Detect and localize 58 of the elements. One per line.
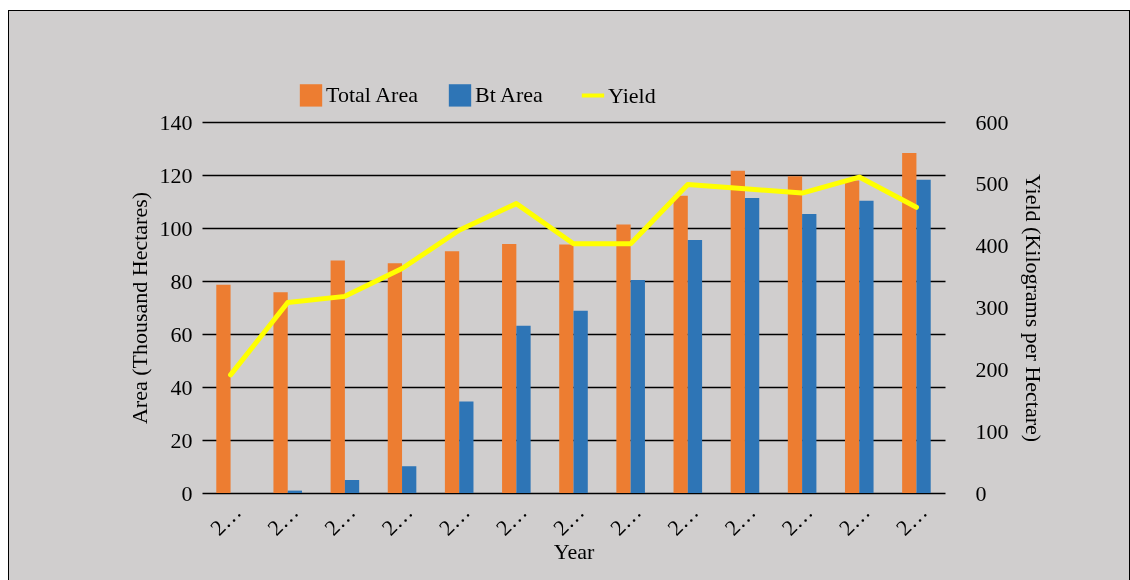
- x-tick-label: 2…: [262, 499, 304, 541]
- bar: [387, 263, 403, 493]
- bar: [559, 244, 574, 493]
- y-tick-label: 120: [159, 162, 193, 188]
- bar: [687, 239, 703, 493]
- bar: [859, 200, 874, 493]
- x-tick-label: 2…: [605, 499, 647, 541]
- x-tick-label: 2…: [776, 499, 818, 541]
- bar: [344, 480, 360, 493]
- x-tick-label: 2…: [205, 499, 247, 541]
- legend-label: Yield: [608, 82, 656, 108]
- bar: [330, 260, 345, 493]
- y-tick-label: 60: [170, 321, 193, 347]
- x-tick-label: 2…: [319, 499, 361, 541]
- y2-tick-label: 200: [975, 356, 1009, 382]
- y-tick-label: 40: [170, 374, 193, 400]
- y-tick-label: 0: [181, 480, 193, 506]
- x-tick-label: 2…: [833, 499, 875, 541]
- y-tick-label: 20: [170, 427, 193, 453]
- y2-tick-label: 400: [975, 233, 1009, 259]
- y2-tick-label: 100: [975, 418, 1009, 444]
- bar: [216, 284, 231, 493]
- legend-label: Total Area: [326, 82, 419, 108]
- y2-tick-label: 0: [975, 480, 987, 506]
- bar: [444, 251, 460, 493]
- y-tick-label: 80: [170, 268, 193, 294]
- x-tick-label: 2…: [433, 499, 475, 541]
- bar: [459, 401, 474, 493]
- bar: [902, 153, 917, 493]
- y-axis-title: Area (Thousand Hectares): [126, 191, 152, 425]
- x-tick-label: 2…: [376, 499, 418, 541]
- bar: [273, 292, 288, 493]
- bar: [802, 213, 817, 493]
- y-tick-label: 100: [159, 215, 193, 241]
- x-axis-title: Year: [553, 538, 595, 564]
- bar: [402, 466, 417, 493]
- legend-label: Bt Area: [475, 82, 544, 108]
- bar: [844, 180, 860, 493]
- bar: [630, 279, 645, 493]
- x-tick-label: 2…: [719, 499, 761, 541]
- x-tick-label: 2…: [490, 499, 532, 541]
- bar: [673, 195, 688, 493]
- bar: [916, 179, 931, 493]
- y2-tick-label: 300: [975, 295, 1009, 320]
- x-tick-label: 2…: [890, 499, 932, 541]
- bar: [787, 176, 803, 493]
- bar: [516, 325, 531, 493]
- bar: [744, 198, 760, 493]
- y2-tick-label: 500: [975, 171, 1009, 197]
- y2-axis-title: Yield (Kilograms per Hectare): [1020, 173, 1046, 443]
- bar: [502, 243, 517, 493]
- y-tick-label: 140: [159, 109, 193, 135]
- bar: [730, 170, 745, 493]
- bar: [616, 224, 631, 493]
- x-tick-label: 2…: [662, 499, 704, 541]
- y2-tick-label: 600: [975, 109, 1009, 135]
- x-tick-label: 2…: [548, 499, 590, 541]
- bar: [573, 310, 588, 493]
